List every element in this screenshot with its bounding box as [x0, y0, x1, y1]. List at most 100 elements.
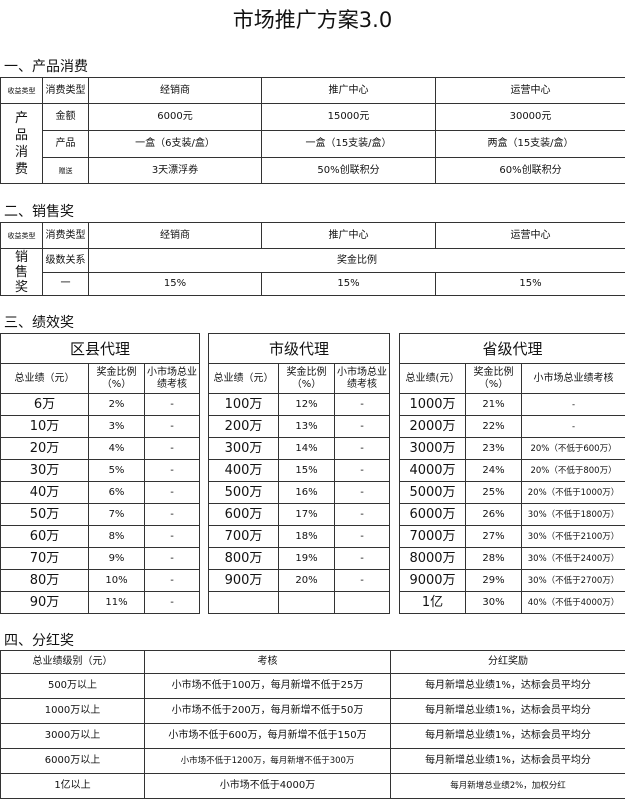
table-row: 1000万以上 小市场不低于200万，每月新增不低于50万 每月新增总业绩1%，达标…: [0, 698, 625, 724]
cell: 每月新增总业绩2%，加权分红: [390, 773, 625, 799]
column-header: 推广中心: [261, 77, 436, 104]
cell: 3000万: [399, 437, 466, 460]
cell: 每月新增总业绩1%，达标会员平均分: [390, 673, 625, 699]
cell: 300万: [208, 437, 279, 460]
cell: 两盒（15支装/盒）: [435, 130, 625, 158]
cell: 16%: [278, 481, 335, 504]
cell: 5%: [88, 459, 145, 482]
table-row: 8000万 28% 30%（不低于2400万）: [399, 547, 625, 570]
cell: 9000万: [399, 569, 466, 592]
cell: 14%: [278, 437, 335, 460]
cell: -: [333, 437, 391, 460]
column-header: 推广中心: [261, 222, 436, 249]
table-title: 省级代理: [398, 333, 625, 364]
cell: 700万: [208, 525, 279, 548]
cell: 90万: [0, 591, 89, 614]
cell: -: [520, 393, 625, 416]
section3-heading: 三、绩效奖: [4, 315, 74, 331]
cell: 每月新增总业绩1%，达标会员平均分: [390, 698, 625, 724]
cell: -: [333, 503, 391, 526]
cell: -: [520, 415, 625, 438]
cell: 15%: [261, 272, 436, 296]
cell: 10%: [88, 569, 145, 592]
cell: 22%: [465, 415, 522, 438]
cell: 60%创联积分: [435, 157, 625, 184]
type-label: 消费类型: [42, 222, 89, 249]
cell: 24%: [465, 459, 522, 482]
cell: 1亿以上: [0, 773, 145, 799]
cell: 60万: [0, 525, 89, 548]
table-row: 6万 2% -: [0, 393, 201, 416]
table-row: 400万 15% -: [208, 459, 391, 482]
performance-table-3: 省级代理 总业绩(元） 奖金比例（%） 小市场总业绩考核 1000万 21% -2000万 2…: [398, 333, 625, 614]
cell: 3天漂浮券: [88, 157, 262, 184]
table-row: 90万 11% -: [0, 591, 201, 614]
column-header: 总业绩级别（元）: [0, 650, 145, 674]
performance-table-2: 市级代理 总业绩（元） 奖金比例（%） 小市场总业绩考核 100万 12% -200万 13%…: [207, 333, 391, 614]
table-row: 60万 8% -: [0, 525, 201, 548]
cell: 小市场不低于4000万: [144, 773, 391, 799]
cell: -: [143, 481, 201, 504]
cell: 40%（不低于4000万）: [520, 591, 625, 614]
table-row: 1亿 30% 40%（不低于4000万）: [399, 591, 625, 614]
cell: 26%: [465, 503, 522, 526]
column-header: 小市场总业绩考核: [520, 363, 625, 394]
column-header: 考核: [144, 650, 391, 674]
cell: 15000元: [261, 103, 436, 131]
table-row: 80万 10% -: [0, 569, 201, 592]
cell: 100万: [208, 393, 279, 416]
cell: 29%: [465, 569, 522, 592]
cell: 30%（不低于2100万）: [520, 525, 625, 548]
cell: 13%: [278, 415, 335, 438]
table-row: 500万以上 小市场不低于100万，每月新增不低于25万 每月新增总业绩1%，达标会…: [0, 673, 625, 699]
table-row: 300万 14% -: [208, 437, 391, 460]
cell: 9%: [88, 547, 145, 570]
column-header: 奖金比例（%）: [278, 363, 335, 394]
table-row: 3000万以上 小市场不低于600万，每月新增不低于150万 每月新增总业绩1%，达…: [0, 723, 625, 749]
cell: 一盒（15支装/盒）: [261, 130, 436, 158]
cell: 8%: [88, 525, 145, 548]
cell: 4000万: [399, 459, 466, 482]
cell: 400万: [208, 459, 279, 482]
table-row: 900万 20% -: [208, 569, 391, 592]
cell: 1000万以上: [0, 698, 145, 724]
cell: 6000万以上: [0, 748, 145, 774]
table-row: 10万 3% -: [0, 415, 201, 438]
corner-label: 收益类型: [0, 222, 43, 249]
table-row: 2000万 22% -: [399, 415, 625, 438]
dividend-table: 总业绩级别（元） 考核 分红奖励 500万以上 小市场不低于100万，每月新增不低于25…: [0, 650, 625, 799]
cell: 200万: [208, 415, 279, 438]
cell: 50%创联积分: [261, 157, 436, 184]
cell: 20万: [0, 437, 89, 460]
sales-bonus-table: 收益类型 消费类型 经销商 推广中心 运营中心 销售奖 级数关系 奖金比例 一 …: [0, 222, 625, 296]
table-row: 3000万 23% 20%（不低于600万）: [399, 437, 625, 460]
cell: -: [143, 525, 201, 548]
section2-heading: 二、销售奖: [4, 204, 74, 220]
cell: 11%: [88, 591, 145, 614]
cell: -: [143, 459, 201, 482]
ratio-label: 奖金比例: [88, 248, 625, 273]
cell: [208, 591, 279, 614]
cell: 3000万以上: [0, 723, 145, 749]
cell: 20%: [278, 569, 335, 592]
cell: -: [333, 569, 391, 592]
cell: 2%: [88, 393, 145, 416]
row-label: 赠送: [42, 157, 89, 184]
cell: -: [333, 393, 391, 416]
cell: 3%: [88, 415, 145, 438]
cell: 27%: [465, 525, 522, 548]
level-label: 级数关系: [42, 248, 89, 273]
cell: 500万: [208, 481, 279, 504]
cell: 30%: [465, 591, 522, 614]
column-header: 经销商: [88, 222, 262, 249]
cell: 30%（不低于1800万）: [520, 503, 625, 526]
cell: [278, 591, 335, 614]
section4-heading: 四、分红奖: [4, 633, 74, 649]
table-row: 9000万 29% 30%（不低于2700万）: [399, 569, 625, 592]
cell: 每月新增总业绩1%，达标会员平均分: [390, 748, 625, 774]
cell: 6000万: [399, 503, 466, 526]
corner-label: 收益类型: [0, 77, 43, 104]
cell: -: [333, 459, 391, 482]
table-row: 5000万 25% 20%（不低于1000万）: [399, 481, 625, 504]
cell: 19%: [278, 547, 335, 570]
